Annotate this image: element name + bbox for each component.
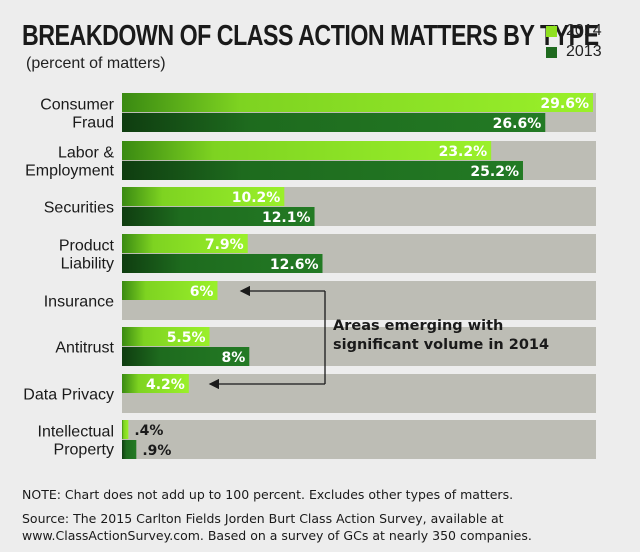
legend-item-2014: 2014	[546, 21, 602, 41]
bar-2013-labor-employment	[122, 161, 523, 180]
annotation-text: Areas emerging with significant volume i…	[333, 317, 573, 355]
legend-item-2013: 2013	[546, 42, 602, 62]
value-label-2013-consumer-fraud: 26.6%	[493, 116, 542, 132]
category-label-insurance: Insurance	[44, 294, 114, 311]
value-label-2014-labor-employment: 23.2%	[439, 144, 488, 160]
bar-2013-consumer-fraud	[122, 113, 546, 132]
bar-2014-antitrust	[122, 327, 210, 346]
category-label-antitrust: Antitrust	[55, 340, 114, 357]
legend-swatch-2013	[546, 46, 557, 58]
value-label-2013-antitrust: 8%	[222, 350, 246, 366]
legend-label-2013: 2013	[566, 43, 602, 60]
category-label-intellectual-property-line-2: Property	[54, 442, 114, 459]
value-label-2014-data-privacy: 4.2%	[146, 377, 185, 393]
category-label-consumer-fraud-line-1: Consumer	[40, 97, 114, 114]
value-label-2014-intellectual-property: .4%	[134, 423, 163, 439]
footer-note: NOTE: Chart does not add up to 100 perce…	[22, 487, 514, 502]
value-label-2013-intellectual-property: .9%	[142, 443, 171, 459]
category-label-labor-employment-line-1: Labor &	[58, 145, 114, 162]
value-label-2013-product-liability: 12.6%	[270, 257, 319, 273]
chart-subtitle: (percent of matters)	[26, 55, 166, 72]
bar-2014-intellectual-property	[122, 420, 129, 439]
source-line-1: Source: The 2015 Carlton Fields Jorden B…	[22, 511, 504, 526]
legend-swatch-2014	[546, 25, 557, 37]
value-label-2014-insurance: 6%	[190, 284, 214, 300]
bar-2013-intellectual-property	[122, 440, 137, 459]
chart-title: BREAKDOWN OF CLASS ACTION MATTERS BY TYP…	[22, 20, 599, 52]
legend-label-2014: 2014	[566, 22, 602, 39]
bar-2013-product-liability	[122, 254, 323, 273]
bar-2013-antitrust	[122, 347, 250, 366]
bar-2014-insurance	[122, 281, 218, 300]
bar-2014-data-privacy	[122, 374, 189, 393]
value-label-2014-consumer-fraud: 29.6%	[540, 96, 589, 112]
category-label-product-liability-line-2: Liability	[61, 256, 114, 273]
value-label-2014-securities: 10.2%	[232, 190, 281, 206]
value-label-2013-securities: 12.1%	[262, 210, 311, 226]
row-background-data-privacy	[122, 374, 596, 413]
bar-2014-consumer-fraud	[122, 93, 593, 112]
source-line-2: www.ClassActionSurvey.com. Based on a su…	[22, 528, 532, 543]
bar-2013-securities	[122, 207, 315, 226]
value-label-2014-product-liability: 7.9%	[205, 237, 244, 253]
annotation-line-1: Areas emerging with	[333, 318, 504, 334]
footer-source: Source: The 2015 Carlton Fields Jorden B…	[22, 510, 632, 544]
bar-2014-labor-employment	[122, 141, 492, 160]
category-label-intellectual-property-line-1: Intellectual	[38, 424, 115, 441]
bar-2014-product-liability	[122, 234, 248, 253]
annotation-line-2: significant volume in 2014	[333, 337, 550, 353]
value-label-2014-antitrust: 5.5%	[167, 330, 206, 346]
bar-2014-securities	[122, 187, 285, 206]
category-label-product-liability-line-1: Product	[59, 238, 115, 255]
category-label-consumer-fraud-line-2: Fraud	[72, 115, 114, 132]
category-label-data-privacy: Data Privacy	[23, 387, 114, 404]
category-label-labor-employment-line-2: Employment	[25, 163, 114, 180]
category-label-securities: Securities	[44, 200, 114, 217]
row-background-intellectual-property	[122, 420, 596, 459]
value-label-2013-labor-employment: 25.2%	[470, 164, 519, 180]
